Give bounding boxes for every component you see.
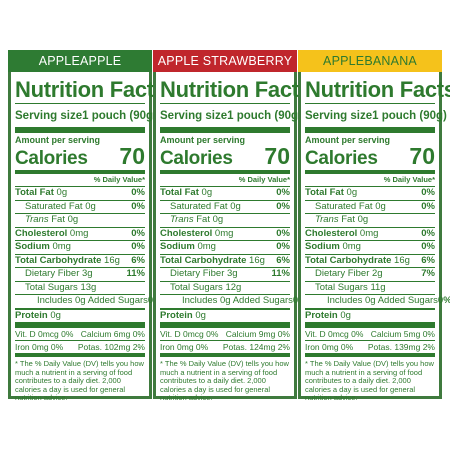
flavor-banner: APPLEBANANA [298, 50, 442, 72]
amount-per-serving: Amount per serving [160, 135, 246, 145]
saturated-fat-row: Saturated Fat 0g 0% [15, 199, 145, 214]
daily-value-header: % Daily Value* [238, 175, 290, 184]
serving-size-value: 1 pouch (90g) [372, 110, 447, 122]
serving-size-value: 1 pouch (90g) [227, 110, 302, 122]
trans-fat-row: Trans Fat 0g [160, 213, 290, 227]
fiber-row: Dietary Fiber 2g 7% [305, 267, 435, 281]
serving-size-label: Serving size [160, 110, 228, 122]
nutrition-panels: APPLEAPPLE Nutrition Facts Serving size … [8, 50, 450, 402]
daily-value-footnote: * The % Daily Value (DV) tells you how m… [160, 359, 289, 403]
calories-label: Calories [15, 148, 88, 169]
amount-per-serving: Amount per serving [305, 135, 391, 145]
cholesterol-row: Cholesterol 0mg 0% [305, 226, 435, 239]
total-sugars-row: Total Sugars 12g [160, 280, 290, 295]
serving-size-row: Serving size 1 pouch (90g) [305, 107, 447, 125]
total-fat-row: Total Fat 0g 0% [15, 186, 145, 198]
daily-value-header: % Daily Value* [93, 175, 145, 184]
nutrition-facts-title: Nutrition Facts [305, 77, 450, 102]
total-sugars-row: Total Sugars 13g [15, 280, 145, 295]
serving-size-row: Serving size 1 pouch (90g) [160, 107, 302, 125]
calories-row: Calories 70 [305, 145, 435, 170]
sodium-row: Sodium 0mg 0% [305, 240, 435, 252]
nutrition-panel-apple-strawberry: APPLE STRAWBERRY Nutrition Facts Serving… [153, 50, 311, 402]
vitamin-row-2: Iron 0mg 0% Potas. 139mg 2% [305, 342, 435, 352]
carbohydrate-row: Total Carbohydrate 16g 6% [15, 253, 145, 266]
carbohydrate-row: Total Carbohydrate 16g 6% [305, 253, 435, 266]
flavor-banner: APPLE STRAWBERRY [153, 50, 297, 72]
nutrition-facts-title: Nutrition Facts [160, 77, 311, 102]
amount-per-serving: Amount per serving [15, 135, 101, 145]
trans-fat-row: Trans Fat 0g [15, 213, 145, 227]
calories-label: Calories [160, 148, 233, 169]
fiber-row: Dietary Fiber 3g 11% [15, 267, 145, 281]
calories-row: Calories 70 [160, 145, 290, 170]
vitamin-row-2: Iron 0mg 0% Potas. 102mg 2% [15, 342, 145, 352]
calories-row: Calories 70 [15, 145, 145, 170]
vitamin-row-1: Vit. D 0mcg 0% Calcium 5mg 0% [305, 329, 435, 341]
fiber-row: Dietary Fiber 3g 11% [160, 267, 290, 281]
daily-value-footnote: * The % Daily Value (DV) tells you how m… [305, 359, 434, 403]
total-fat-row: Total Fat 0g 0% [305, 186, 435, 198]
total-fat-row: Total Fat 0g 0% [160, 186, 290, 198]
carbohydrate-row: Total Carbohydrate 16g 6% [160, 253, 290, 266]
protein-row: Protein 0g [160, 309, 206, 321]
protein-row: Protein 0g [15, 309, 61, 321]
serving-size-row: Serving size 1 pouch (90g) [15, 107, 157, 125]
daily-value-footnote: * The % Daily Value (DV) tells you how m… [15, 359, 144, 403]
calories-value: 70 [409, 143, 435, 169]
nutrition-panel-appleapple: APPLEAPPLE Nutrition Facts Serving size … [8, 50, 166, 402]
serving-size-label: Serving size [305, 110, 373, 122]
total-sugars-row: Total Sugars 11g [305, 280, 435, 295]
sodium-row: Sodium 0mg 0% [15, 240, 145, 252]
saturated-fat-row: Saturated Fat 0g 0% [305, 199, 435, 214]
vitamin-row-1: Vit. D 0mcg 0% Calcium 6mg 0% [15, 329, 145, 341]
calories-label: Calories [305, 148, 378, 169]
sodium-row: Sodium 0mg 0% [160, 240, 290, 252]
calories-value: 70 [119, 143, 145, 169]
nutrition-panel-applebanana: APPLEBANANA Nutrition Facts Serving size… [298, 50, 450, 402]
cholesterol-row: Cholesterol 0mg 0% [15, 226, 145, 239]
vitamin-row-1: Vit. D 0mcg 0% Calcium 9mg 0% [160, 329, 290, 341]
serving-size-label: Serving size [15, 110, 83, 122]
serving-size-value: 1 pouch (90g) [82, 110, 157, 122]
saturated-fat-row: Saturated Fat 0g 0% [160, 199, 290, 214]
nutrition-facts-title: Nutrition Facts [15, 77, 166, 102]
flavor-banner: APPLEAPPLE [8, 50, 152, 72]
calories-value: 70 [264, 143, 290, 169]
trans-fat-row: Trans Fat 0g [305, 213, 435, 227]
daily-value-header: % Daily Value* [383, 175, 435, 184]
vitamin-row-2: Iron 0mg 0% Potas. 124mg 2% [160, 342, 290, 352]
cholesterol-row: Cholesterol 0mg 0% [160, 226, 290, 239]
protein-row: Protein 0g [305, 309, 351, 321]
